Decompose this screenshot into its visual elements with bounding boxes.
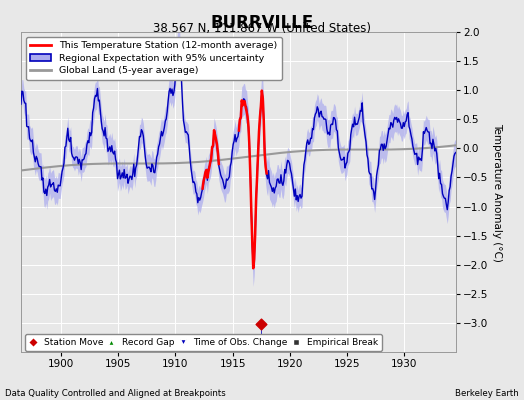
Text: 38.567 N, 111.867 W (United States): 38.567 N, 111.867 W (United States): [153, 22, 371, 35]
Text: Data Quality Controlled and Aligned at Breakpoints: Data Quality Controlled and Aligned at B…: [5, 389, 226, 398]
Y-axis label: Temperature Anomaly (°C): Temperature Anomaly (°C): [492, 122, 502, 262]
Text: BURRVILLE: BURRVILLE: [210, 14, 314, 32]
Text: Berkeley Earth: Berkeley Earth: [455, 389, 519, 398]
Legend: Station Move, Record Gap, Time of Obs. Change, Empirical Break: Station Move, Record Gap, Time of Obs. C…: [26, 334, 381, 351]
Point: [257, 321, 266, 327]
